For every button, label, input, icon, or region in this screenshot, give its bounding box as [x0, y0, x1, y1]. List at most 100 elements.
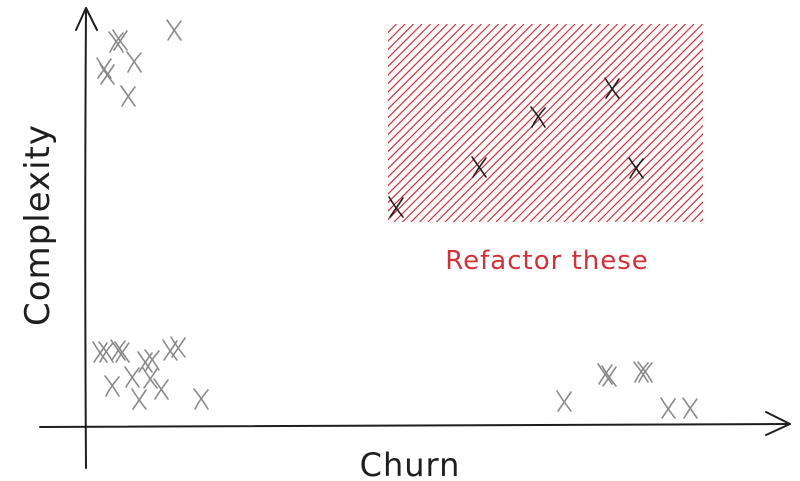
low-complexity-low-churn-point	[114, 341, 130, 363]
hatch-line	[388, 24, 584, 221]
hatch-line	[529, 48, 703, 222]
hatch-line	[521, 39, 703, 222]
y-axis-arrowhead	[75, 7, 98, 31]
hatch-line	[388, 24, 516, 153]
low-complexity-low-churn-point	[142, 367, 158, 389]
x-axis-arrowhead	[765, 411, 791, 436]
hatch-line	[470, 24, 669, 222]
low-complexity-high-churn-point	[637, 361, 653, 383]
low-complexity-low-churn-point	[193, 388, 209, 410]
hatch-line	[555, 73, 703, 222]
hatch-line	[388, 24, 491, 127]
low-complexity-low-churn-point	[124, 366, 140, 388]
hatch-line	[665, 184, 703, 222]
hatch-line	[402, 24, 601, 222]
hatch-line	[388, 24, 406, 42]
hatch-line	[388, 24, 474, 110]
y-axis-line	[84, 7, 87, 469]
hatch-line	[461, 24, 661, 222]
low-complexity-low-churn-point	[92, 341, 108, 363]
low-complexity-low-churn-point	[153, 378, 169, 400]
data-points	[92, 19, 698, 419]
hatch-line	[682, 201, 703, 222]
hatch-line	[388, 24, 525, 161]
hatch-line	[606, 124, 703, 222]
low-complexity-high-churn-point	[660, 397, 676, 419]
refactor-candidate-point	[388, 196, 404, 218]
hatch-line	[589, 107, 703, 222]
hatch-line	[388, 24, 431, 68]
hatch-line	[388, 24, 533, 170]
hatch-line	[597, 116, 703, 222]
hatch-line	[388, 24, 448, 85]
hatch-line	[444, 24, 644, 222]
hatch-line	[419, 24, 618, 222]
hatch-line	[388, 24, 389, 25]
low-complexity-low-churn-point	[98, 341, 114, 363]
hatch-line	[640, 158, 703, 222]
x-axis-line	[39, 423, 791, 428]
low-complexity-low-churn-point	[110, 339, 126, 361]
high-complexity-low-churn-point	[108, 31, 124, 53]
low-complexity-high-churn-point	[682, 397, 698, 419]
high-complexity-low-churn-point	[112, 29, 128, 51]
hatch-line	[699, 218, 703, 222]
hatch-line	[623, 141, 703, 222]
hatch-line	[388, 24, 576, 212]
hatch-line	[388, 24, 559, 195]
hatch-line	[495, 24, 695, 222]
hatch-line	[546, 65, 703, 222]
hatch-line	[631, 150, 703, 222]
low-complexity-low-churn-point	[162, 339, 178, 361]
x-axis-label: Churn	[359, 446, 461, 481]
low-complexity-high-churn-point	[597, 363, 613, 385]
hatch-line	[388, 24, 457, 93]
refactor-zone-label: Refactor these	[445, 246, 649, 276]
hatch-line	[572, 90, 703, 222]
low-complexity-low-churn-point	[137, 351, 153, 373]
hatch-line	[388, 24, 465, 102]
hatch-line	[388, 24, 542, 178]
low-complexity-low-churn-point	[104, 375, 120, 397]
hatch-line	[393, 24, 593, 222]
axes	[39, 7, 791, 469]
hatch-line	[648, 167, 703, 222]
hatch-line	[691, 209, 703, 222]
hatch-line	[512, 31, 703, 222]
hatch-line	[614, 133, 703, 222]
low-complexity-high-churn-point	[633, 361, 649, 383]
refactor-candidate-point	[530, 106, 546, 128]
hatch-line	[538, 56, 703, 222]
hatch-line	[478, 24, 678, 222]
refactor-candidate-point	[604, 77, 620, 99]
hatch-line	[563, 82, 703, 222]
hatch-line	[436, 24, 635, 222]
hatch-line	[388, 24, 550, 187]
high-complexity-low-churn-point	[96, 57, 112, 79]
hatch-line	[388, 24, 423, 59]
refactor-zone	[388, 24, 800, 222]
refactor-zone-hatching	[388, 24, 800, 222]
high-complexity-low-churn-point	[120, 85, 136, 107]
hatch-line	[388, 24, 482, 119]
hatch-line	[657, 175, 703, 222]
hatch-line	[388, 24, 414, 51]
hatch-line	[487, 24, 686, 222]
high-complexity-low-churn-point	[166, 19, 182, 41]
low-complexity-low-churn-point	[131, 388, 147, 410]
refactor-candidate-point	[628, 157, 644, 179]
hatch-line	[410, 24, 610, 222]
hatch-line	[674, 192, 703, 222]
hatch-line	[388, 24, 567, 204]
hatch-line	[580, 99, 703, 222]
hatch-line	[504, 24, 703, 222]
hatch-line	[709, 24, 800, 222]
hatch-line	[388, 24, 508, 144]
hatch-line	[388, 24, 499, 136]
hatch-line	[453, 24, 652, 222]
low-complexity-high-churn-point	[556, 390, 572, 412]
hatch-line	[388, 24, 397, 34]
high-complexity-low-churn-point	[126, 51, 142, 73]
